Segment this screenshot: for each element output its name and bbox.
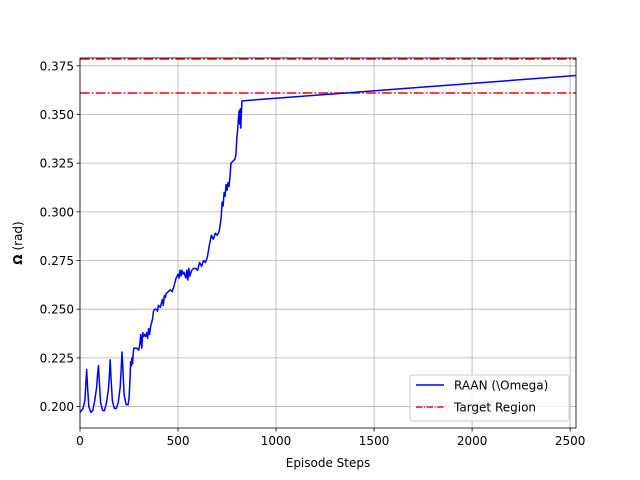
raan-series-line: [79, 74, 577, 414]
plot-frame: [79, 57, 577, 429]
x-tick-label: 500: [167, 434, 190, 448]
y-tick-label: 0.325: [40, 157, 74, 171]
x-axis-ticks: 0 500 1000 1500 2000 2500: [76, 428, 585, 448]
x-tick-label: 2000: [457, 434, 488, 448]
legend: RAAN (\Omega) Target Region: [409, 374, 570, 422]
legend-label-raan: RAAN (\Omega): [454, 379, 548, 393]
y-tick-label: 0.225: [40, 351, 74, 365]
x-tick-label: 2500: [555, 434, 586, 448]
x-axis-label: Episode Steps: [286, 456, 371, 470]
legend-box: [409, 374, 570, 422]
plot-content: [79, 58, 577, 414]
y-tick-label: 0.200: [40, 400, 74, 414]
y-axis-ticks: 0.200 0.225 0.250 0.275 0.300 0.325 0.350 0.375: [40, 59, 80, 414]
x-tick-label: 1500: [359, 434, 390, 448]
y-tick-label: 0.250: [40, 303, 74, 317]
y-axis-unit: (rad): [11, 221, 25, 250]
y-tick-label: 0.275: [40, 254, 74, 268]
x-tick-label: 0: [76, 434, 84, 448]
y-tick-label: 0.300: [40, 205, 74, 219]
y-axis-symbol: Ω: [11, 255, 25, 265]
grid-lines: [79, 58, 576, 428]
y-axis-label: Ω (rad): [11, 221, 25, 264]
plot-area: [80, 58, 576, 428]
y-tick-label: 0.375: [40, 59, 74, 73]
y-tick-label: 0.350: [40, 108, 74, 122]
x-tick-label: 1000: [261, 434, 292, 448]
target-region-lines: [80, 58, 576, 94]
legend-label-target-region: Target Region: [453, 401, 536, 415]
